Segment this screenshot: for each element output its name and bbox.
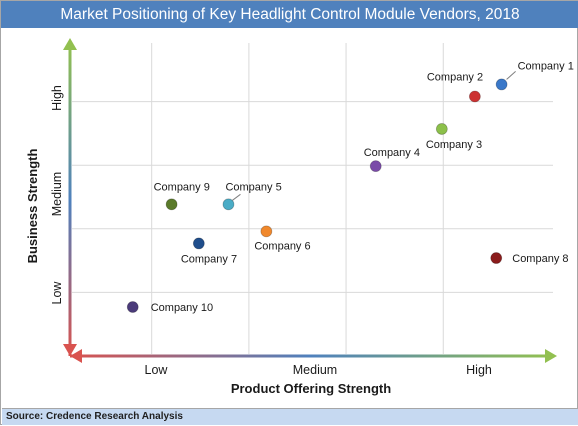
grid-lines: [72, 43, 553, 354]
point-labels: Company 1 Company 2 Company 3 Company 4 Comp…: [151, 60, 574, 314]
point-label: Company 2: [427, 72, 483, 84]
x-axis-arrowhead-left: [70, 349, 82, 363]
point-label: Company 5: [225, 181, 281, 193]
axes: [63, 38, 557, 363]
y-axis-line: [68, 44, 72, 356]
source-note: Source: Credence Research Analysis: [2, 408, 578, 425]
point-label: Company 7: [181, 253, 237, 265]
leader-line: [232, 193, 241, 201]
point-label: Company 3: [426, 139, 482, 151]
data-points: [126, 78, 508, 313]
point-label: Company 10: [151, 302, 213, 314]
x-tick-label: Medium: [293, 363, 337, 377]
leader-line: [506, 71, 516, 80]
data-point: [165, 198, 178, 211]
data-point: [495, 78, 508, 91]
y-axis-label: Business Strength: [25, 149, 40, 264]
y-axis-arrowhead-bottom: [63, 344, 77, 356]
x-axis-arrowhead: [545, 349, 557, 363]
point-label: Company 8: [512, 253, 568, 265]
data-point: [369, 160, 382, 173]
leader-lines: [232, 71, 516, 201]
tick-labels: Low Medium High Low Medium High: [50, 85, 492, 377]
data-point: [468, 90, 481, 103]
y-tick-label: Medium: [50, 172, 64, 216]
y-tick-label: Low: [50, 281, 64, 305]
point-label: Company 4: [364, 147, 420, 159]
x-axis-label: Product Offering Strength: [231, 381, 391, 396]
chart-title: Market Positioning of Key Headlight Cont…: [1, 1, 578, 28]
data-point: [490, 252, 503, 264]
data-point: [126, 301, 139, 313]
data-point: [260, 225, 273, 238]
point-label: Company 6: [254, 240, 310, 252]
y-axis-arrowhead: [63, 38, 77, 50]
x-tick-label: High: [466, 363, 492, 377]
x-axis-line: [70, 354, 551, 358]
data-point: [192, 237, 205, 250]
data-point: [222, 198, 235, 211]
point-label: Company 9: [154, 181, 210, 193]
y-tick-label: High: [50, 85, 64, 111]
x-tick-label: Low: [145, 363, 169, 377]
data-point: [435, 123, 448, 135]
point-label: Company 1: [518, 60, 574, 72]
